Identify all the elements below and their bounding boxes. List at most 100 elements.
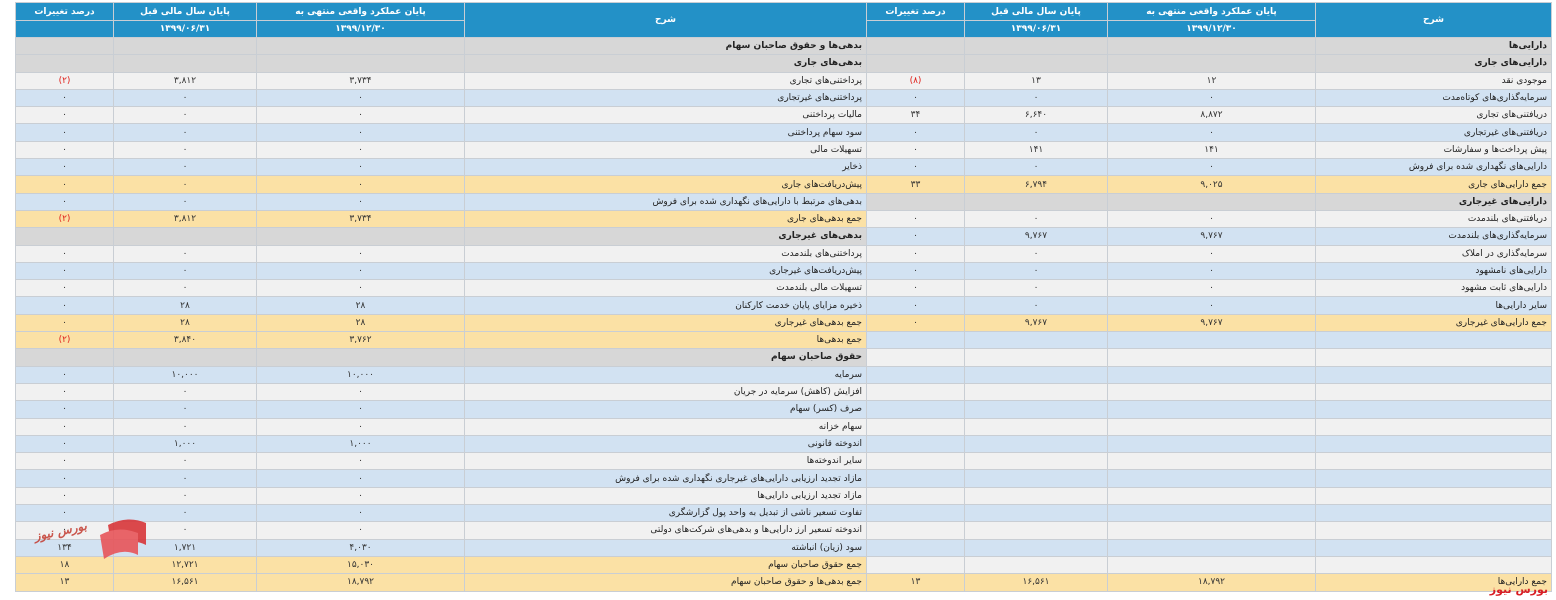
liabilities-current-cell: ۰	[256, 400, 465, 419]
liabilities-current-cell	[256, 348, 465, 367]
liabilities-current-cell: ۰	[256, 382, 465, 402]
assets-pct-cell	[866, 555, 965, 575]
liabilities-previous-cell: ۰	[113, 244, 257, 263]
liabilities-pct-cell: (۲)	[15, 331, 114, 350]
assets-previous-cell: ۰	[964, 244, 1108, 263]
liabilities-label-cell: مالیات پرداختنی	[464, 106, 867, 125]
liabilities-label-cell: صرف (کسر) سهام	[464, 400, 867, 419]
assets-previous-cell: ۱۶,۵۶۱	[964, 573, 1108, 592]
assets-previous-cell	[964, 469, 1108, 488]
table-row: ۱۳۴ ۱,۷۲۱ ۴,۰۳۰ سود (زیان) انباشته	[15, 538, 1552, 557]
assets-label-cell	[1315, 400, 1552, 419]
assets-current-cell: ۰	[1107, 279, 1316, 298]
assets-label-cell	[1315, 521, 1552, 540]
assets-previous-cell	[964, 348, 1108, 367]
liabilities-pct-cell: ۰	[15, 486, 114, 506]
table-row: (۲) ۳,۸۱۲ ۳,۷۳۴ پرداختنی‌های تجاری (۸) ۱۳ ۱۲ مو…	[15, 71, 1552, 90]
liabilities-pct-cell: ۰	[15, 434, 114, 454]
table-row: (۲) ۳,۸۴۰ ۳,۷۶۲ جمع بدهی‌ها	[15, 331, 1552, 350]
assets-pct-cell	[866, 434, 965, 454]
liabilities-current-cell: ۰	[256, 140, 465, 160]
liabilities-previous-cell: ۲۸	[113, 313, 257, 333]
assets-previous-cell: ۰	[964, 123, 1108, 142]
assets-pct-cell	[866, 400, 965, 419]
liabilities-current-cell: ۱,۰۰۰	[256, 434, 465, 454]
assets-current-cell	[1107, 504, 1316, 523]
liabilities-pct-header: درصد تغییرات	[15, 2, 114, 21]
assets-current-cell	[1107, 382, 1316, 402]
assets-current-cell: ۰	[1107, 209, 1316, 229]
liabilities-previous-cell: ۰	[113, 452, 257, 471]
liabilities-label-cell: پرداختنی‌های بلندمدت	[464, 244, 867, 263]
liabilities-previous-cell: ۰	[113, 175, 257, 194]
liabilities-label-cell: تسهیلات مالی بلندمدت	[464, 279, 867, 298]
liabilities-current-header: پایان عملکرد واقعی منتهی به	[256, 2, 465, 21]
liabilities-pct-cell: (۲)	[15, 209, 114, 229]
liabilities-previous-cell: ۰	[113, 469, 257, 488]
assets-pct-header: درصد تغییرات	[866, 2, 965, 21]
liabilities-current-cell: ۰	[256, 486, 465, 506]
assets-pct-cell	[866, 192, 965, 211]
liabilities-previous-cell: ۰	[113, 123, 257, 142]
assets-current-cell: ۹,۷۶۷	[1107, 227, 1316, 246]
assets-previous-cell: ۰	[964, 209, 1108, 229]
assets-label-cell: دارایی‌های جاری	[1315, 54, 1552, 73]
assets-pct-cell	[866, 504, 965, 523]
assets-current-cell	[1107, 36, 1316, 56]
assets-current-cell	[1107, 365, 1316, 384]
table-row: ۰ ۰ ۰ مازاد تجدید ارزیابی دارایی‌های غیرجار…	[15, 469, 1552, 488]
liabilities-current-cell: ۰	[256, 469, 465, 488]
liabilities-previous-cell	[113, 227, 257, 246]
table-row: ۰ ۰ ۰ ذخایر ۰ ۰ ۰ دارایی‌های نگهداری شده برای ف…	[15, 158, 1552, 177]
assets-pct-cell: ۰	[866, 261, 965, 281]
assets-previous-cell: ۰	[964, 296, 1108, 315]
brand-logo-text: بورس نیوز	[1489, 583, 1548, 596]
assets-pct-cell: ۰	[866, 140, 965, 160]
assets-label-cell: دریافتنی‌های بلندمدت	[1315, 209, 1552, 229]
liabilities-pct-cell: ۰	[15, 469, 114, 488]
liabilities-pct-cell	[15, 36, 114, 56]
assets-pct-cell	[866, 538, 965, 557]
liabilities-current-cell: ۰	[256, 175, 465, 194]
assets-pct-cell	[866, 36, 965, 56]
liabilities-pct-cell: ۰	[15, 106, 114, 125]
table-row: ۰ ۱,۰۰۰ ۱,۰۰۰ اندوخته قانونی	[15, 434, 1552, 454]
liabilities-pct-cell: ۱۳	[15, 573, 114, 592]
liabilities-pct-cell: ۰	[15, 400, 114, 419]
liabilities-current-cell: ۱۸,۷۹۲	[256, 573, 465, 592]
assets-current-cell: ۸,۸۷۲	[1107, 106, 1316, 125]
liabilities-previous-cell: ۱۲,۷۲۱	[113, 555, 257, 575]
liabilities-current-cell	[256, 36, 465, 56]
table-row: بدهی‌ها و حقوق صاحبان سهام دارایی‌ها	[15, 36, 1552, 56]
assets-previous-cell: ۱۳	[964, 71, 1108, 90]
liabilities-previous-header: پایان سال مالی قبل	[113, 2, 257, 21]
liabilities-previous-cell: ۰	[113, 486, 257, 506]
liabilities-label-cell: ذخیره مزایای پایان خدمت کارکنان	[464, 296, 867, 315]
liabilities-pct-cell: (۲)	[15, 71, 114, 90]
assets-previous-cell: ۰	[964, 279, 1108, 298]
liabilities-current-date: ۱۳۹۹/۱۲/۳۰	[256, 20, 465, 38]
liabilities-label-cell: پیش‌دریافت‌های جاری	[464, 175, 867, 194]
assets-current-cell	[1107, 538, 1316, 557]
table-row: حقوق صاحبان سهام	[15, 348, 1552, 367]
table-row: ۰ ۰ ۰ اندوخته تسعیر ارز دارایی‌ها و بدهی‌ها…	[15, 521, 1552, 540]
assets-label-cell	[1315, 417, 1552, 436]
liabilities-current-cell: ۰	[256, 244, 465, 263]
liabilities-previous-cell: ۱۶,۵۶۱	[113, 573, 257, 592]
liabilities-label-cell: حقوق صاحبان سهام	[464, 348, 867, 367]
table-row: ۰ ۰ ۰ پیش‌دریافت‌های جاری ۳۳ ۶,۷۹۴ ۹,۰۲۵ جمع دا…	[15, 175, 1552, 194]
assets-current-cell: ۰	[1107, 261, 1316, 281]
liabilities-pct-cell: ۰	[15, 296, 114, 315]
liabilities-pct-subheader	[15, 20, 114, 38]
liabilities-current-cell	[256, 54, 465, 73]
liabilities-label-cell: جمع بدهی‌های جاری	[464, 209, 867, 229]
liabilities-label-cell: تسهیلات مالی	[464, 140, 867, 160]
assets-previous-cell: ۰	[964, 158, 1108, 177]
liabilities-current-cell: ۰	[256, 452, 465, 471]
table-row: ۱۸ ۱۲,۷۲۱ ۱۵,۰۳۰ جمع حقوق صاحبان سهام	[15, 555, 1552, 575]
liabilities-current-cell: ۰	[256, 123, 465, 142]
assets-current-cell	[1107, 521, 1316, 540]
assets-label-cell: موجودی نقد	[1315, 71, 1552, 90]
assets-label-cell: جمع دارایی‌های جاری	[1315, 175, 1552, 194]
liabilities-label-cell: جمع حقوق صاحبان سهام	[464, 555, 867, 575]
